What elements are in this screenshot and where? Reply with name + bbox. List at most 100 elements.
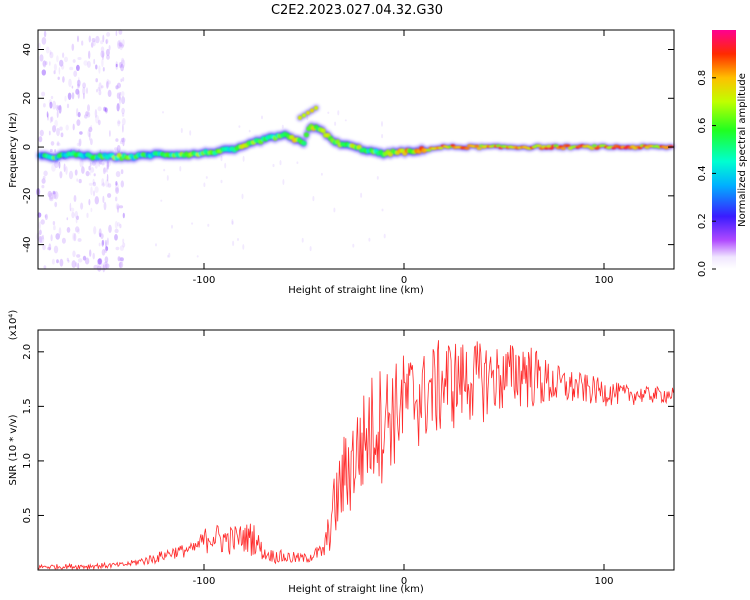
noise-speck — [61, 237, 66, 244]
noise-speck — [381, 208, 384, 212]
noise-speck — [93, 173, 96, 177]
snr-x-tick-label: 0 — [401, 576, 407, 587]
noise-speck — [279, 160, 282, 166]
noise-speck — [62, 76, 65, 83]
noise-speck — [67, 259, 70, 263]
noise-speck — [116, 92, 120, 99]
noise-speck — [105, 107, 108, 114]
noise-speck — [196, 255, 199, 258]
noise-speck — [38, 136, 43, 143]
snr-y-tick-label: 1.5 — [22, 398, 33, 414]
noise-speck — [41, 69, 46, 76]
noise-speck — [115, 196, 118, 202]
noise-speck — [42, 60, 47, 66]
noise-speck — [301, 237, 304, 243]
colorbar-tick-label: 0.2 — [697, 213, 708, 229]
noise-speck — [82, 255, 87, 261]
noise-speck — [89, 249, 92, 257]
noise-speck — [57, 76, 60, 81]
noise-speck — [42, 234, 44, 240]
noise-speck — [81, 40, 84, 46]
ridge-core — [548, 146, 554, 150]
noise-speck — [101, 85, 104, 89]
noise-speck — [104, 107, 108, 113]
noise-speck — [73, 233, 77, 242]
noise-speck — [90, 207, 93, 213]
colorbar-ticks: 0.0 0.2 0.4 0.6 0.8 — [697, 70, 716, 277]
noise-speck — [88, 165, 91, 171]
spectrogram-ticks: -100 0 100 -40 -20 0 20 40 — [22, 30, 674, 286]
noise-speck — [49, 101, 53, 109]
noise-speck — [49, 61, 51, 66]
snr-y-axis-label: SNR (10 * v/v) — [8, 414, 19, 485]
noise-speck — [74, 210, 79, 219]
noise-speck — [119, 257, 124, 262]
noise-speck — [41, 37, 47, 45]
noise-speck — [189, 130, 192, 136]
noise-speck — [122, 137, 125, 147]
noise-speck — [242, 155, 245, 162]
noise-speck — [41, 178, 46, 184]
noise-speck — [39, 54, 44, 62]
noise-speck — [77, 111, 81, 118]
noise-speck — [93, 226, 97, 235]
noise-speck — [105, 239, 107, 248]
noise-speck — [87, 129, 91, 138]
noise-speck — [118, 62, 122, 69]
noise-speck — [327, 111, 330, 115]
noise-speck — [66, 217, 69, 221]
noise-speck — [94, 186, 99, 194]
noise-speck — [41, 91, 46, 97]
noise-speck — [352, 243, 355, 248]
noise-speck — [42, 175, 46, 180]
noise-speck — [116, 82, 121, 89]
noise-speck — [71, 43, 75, 51]
noise-speck — [58, 67, 61, 75]
colorbar-tick-label: 0.4 — [697, 165, 708, 181]
noise-speck — [77, 90, 80, 99]
noise-speck — [103, 106, 106, 112]
noise-speck — [102, 67, 105, 72]
snr-x-tick-label: -100 — [193, 576, 216, 587]
noise-speck — [231, 220, 234, 225]
noise-speck — [92, 178, 95, 185]
noise-speck — [237, 238, 239, 241]
noise-speck — [55, 233, 60, 240]
noise-speck — [43, 265, 47, 269]
noise-speck — [83, 60, 88, 66]
noise-speck — [84, 257, 90, 265]
noise-speck — [53, 245, 59, 254]
colorbar-label: Normalized spectral amplitude — [737, 73, 748, 227]
noise-speck — [50, 116, 54, 122]
noise-speck — [38, 235, 43, 244]
spectrogram-y-axis-label: Frequency (Hz) — [8, 112, 19, 188]
noise-speck — [52, 221, 56, 226]
noise-speck — [48, 99, 52, 105]
noise-speck — [44, 213, 48, 220]
noise-speck — [114, 234, 118, 241]
noise-speck — [103, 261, 108, 271]
noise-speck — [97, 258, 102, 265]
noise-speck — [107, 89, 112, 97]
noise-speck — [118, 262, 122, 268]
noise-speck — [86, 87, 88, 94]
noise-speck — [98, 228, 102, 238]
noise-speck — [98, 65, 101, 74]
noise-speck — [76, 64, 80, 71]
noise-speck — [104, 263, 110, 269]
noise-speck — [119, 91, 121, 96]
noise-speck — [69, 66, 74, 71]
noise-speck — [120, 78, 123, 83]
ridge-core — [320, 128, 326, 134]
noise-speck — [102, 239, 105, 246]
noise-speck — [77, 80, 81, 84]
noise-speck — [56, 110, 59, 118]
noise-speck — [166, 175, 169, 181]
noise-speck — [220, 156, 223, 162]
noise-speck — [203, 182, 206, 188]
noise-speck — [90, 125, 93, 130]
noise-speck — [90, 138, 93, 146]
noise-speck — [78, 178, 82, 184]
colorbar: 0.0 0.2 0.4 0.6 0.8 Normalized spectral ampl… — [697, 30, 748, 277]
